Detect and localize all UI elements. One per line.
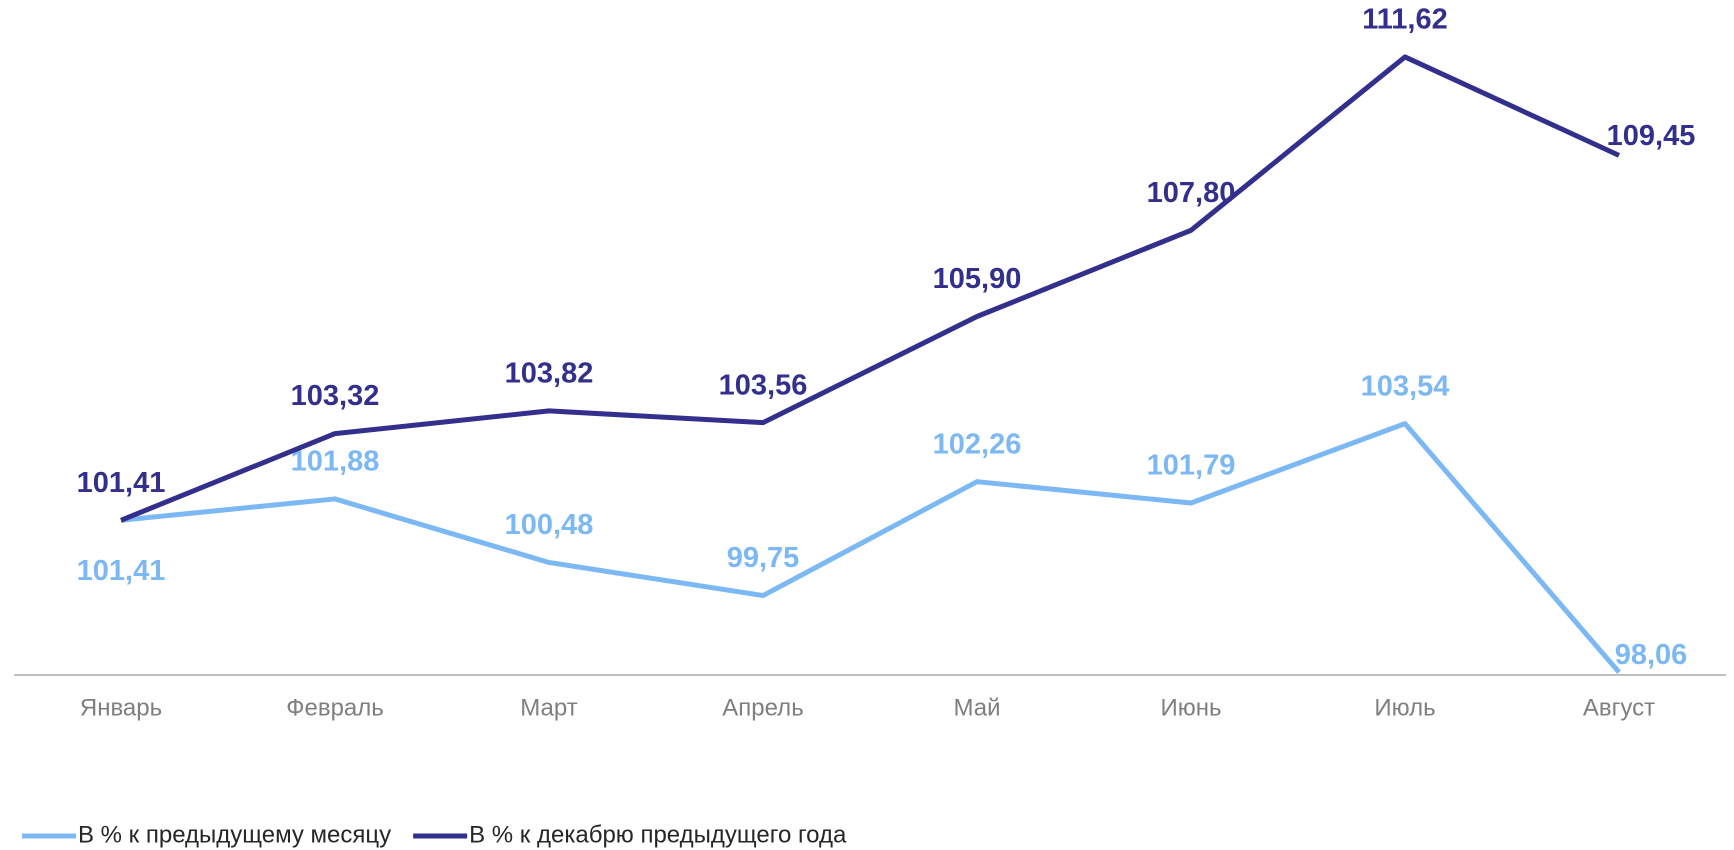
data-label: 111,62 — [1362, 4, 1448, 36]
data-label: 103,82 — [505, 358, 594, 390]
data-label: 101,88 — [291, 446, 380, 478]
data-label: 101,79 — [1147, 450, 1236, 482]
x-tick-label: Июль — [1374, 694, 1435, 721]
data-label: 103,56 — [719, 369, 808, 401]
x-tick-label: Март — [520, 694, 577, 721]
data-label: 101,41 — [77, 467, 166, 499]
data-label: 102,26 — [933, 428, 1022, 460]
data-label: 103,32 — [291, 380, 380, 412]
data-label: 109,45 — [1607, 120, 1696, 152]
data-label: 107,80 — [1147, 177, 1236, 209]
x-tick-label: Февраль — [286, 694, 384, 721]
x-tick-label: Май — [953, 694, 1000, 721]
data-label: 100,48 — [505, 509, 594, 541]
x-tick-label: Апрель — [722, 694, 803, 721]
data-label: 99,75 — [727, 542, 800, 574]
series-line — [120, 54, 1621, 523]
data-label: 101,41 — [77, 555, 166, 587]
series-line — [120, 421, 1621, 674]
data-label: 98,06 — [1615, 639, 1688, 671]
x-tick-label: Июнь — [1160, 694, 1221, 721]
legend-label: В % к предыдущему месяцу — [78, 821, 391, 848]
legend-label: В % к декабрю предыдущего года — [469, 821, 847, 848]
x-tick-label: Август — [1583, 694, 1655, 721]
data-label: 105,90 — [933, 263, 1022, 295]
x-tick-label: Январь — [80, 694, 162, 721]
data-label: 103,54 — [1361, 370, 1450, 402]
